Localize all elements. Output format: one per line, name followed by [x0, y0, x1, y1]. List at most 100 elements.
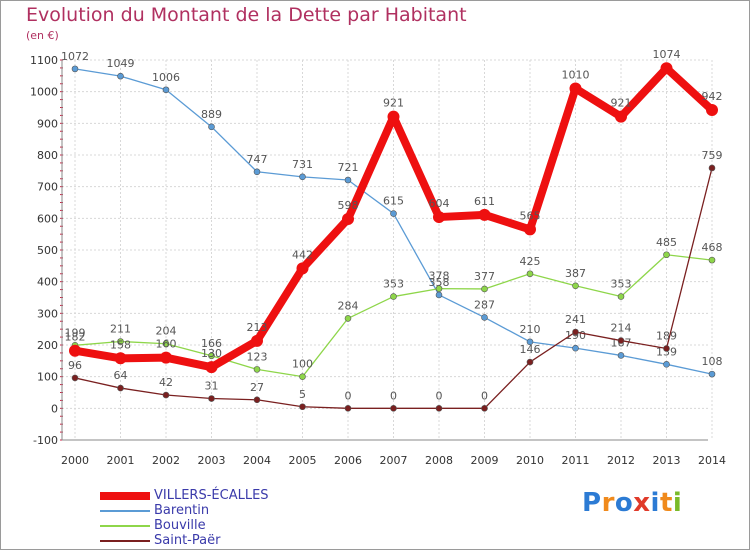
data-label: 442	[292, 248, 313, 261]
y-tick-label: 600	[37, 212, 58, 225]
data-point	[342, 212, 354, 225]
x-tick-label: 2012	[607, 454, 635, 467]
data-point	[617, 352, 625, 359]
data-label: 287	[474, 298, 495, 311]
x-tick-label: 2001	[107, 454, 135, 467]
legend-swatch	[100, 491, 150, 500]
data-label: 204	[156, 325, 177, 338]
data-point	[390, 210, 397, 217]
logo-letter: i	[672, 488, 683, 518]
chart-subtitle: (en €)	[26, 29, 59, 42]
data-label: 214	[611, 322, 632, 335]
data-label: 611	[474, 195, 495, 208]
data-point	[208, 352, 215, 360]
legend-swatch	[100, 539, 150, 542]
data-label: 615	[383, 195, 404, 208]
data-label: 921	[383, 97, 404, 110]
data-point	[572, 328, 579, 336]
data-point	[390, 293, 397, 300]
data-label: 731	[292, 158, 313, 171]
data-label: 0	[481, 389, 488, 402]
data-label: 160	[156, 338, 177, 351]
x-tick-label: 2013	[653, 454, 681, 467]
data-point	[708, 370, 716, 378]
data-label: 485	[656, 236, 677, 249]
data-point	[71, 65, 79, 73]
data-point	[253, 396, 261, 404]
data-label: 598	[338, 199, 359, 212]
logo-letter: r	[601, 488, 615, 518]
data-point	[478, 208, 491, 221]
data-label: 213	[247, 321, 268, 334]
data-label: 108	[702, 355, 723, 368]
data-point	[481, 405, 488, 412]
data-point	[617, 293, 625, 300]
data-label: 284	[338, 299, 359, 312]
y-tick-label: 0	[51, 402, 58, 415]
y-tick-label: 800	[37, 149, 58, 162]
data-point	[526, 270, 534, 278]
data-label: 42	[159, 376, 173, 389]
data-label: 759	[702, 149, 723, 162]
y-tick-label: 400	[37, 276, 58, 289]
data-point	[433, 211, 445, 224]
data-point	[299, 173, 306, 181]
y-tick-label: 300	[37, 307, 58, 320]
data-point	[572, 344, 579, 352]
x-tick-label: 2007	[380, 454, 408, 467]
data-point	[660, 62, 673, 75]
data-point	[160, 351, 172, 364]
data-label: 604	[429, 197, 450, 210]
data-point	[344, 176, 352, 184]
data-label: 146	[520, 343, 541, 356]
data-label: 942	[702, 90, 723, 103]
data-point	[435, 405, 443, 412]
data-point	[663, 361, 670, 368]
data-label: 377	[474, 270, 495, 283]
chart-legend: VILLERS-ÉCALLES Barentin Bouville Saint-Paë…	[100, 488, 269, 548]
data-point	[208, 123, 215, 131]
logo-letter: i	[650, 488, 660, 518]
data-label: 0	[390, 389, 397, 402]
y-tick-label: 1000	[30, 86, 58, 99]
data-point	[435, 285, 443, 292]
data-point	[299, 403, 306, 411]
data-label: 130	[201, 347, 222, 360]
data-point	[344, 315, 352, 322]
x-tick-label: 2014	[698, 454, 726, 467]
data-label: 0	[436, 389, 443, 402]
data-point	[253, 168, 261, 176]
data-point	[71, 374, 79, 382]
data-point	[162, 340, 170, 348]
data-label: 5	[299, 388, 306, 401]
y-tick-label: 200	[37, 339, 58, 352]
data-label: 189	[656, 329, 677, 342]
data-point	[526, 338, 534, 346]
data-label: 158	[110, 338, 131, 351]
data-point	[706, 104, 718, 117]
x-tick-label: 2008	[425, 454, 453, 467]
x-tick-label: 2010	[516, 454, 544, 467]
y-tick-label: -100	[33, 434, 58, 447]
data-label: 468	[702, 241, 723, 254]
data-point	[708, 164, 716, 172]
x-tick-label: 2005	[289, 454, 317, 467]
data-label: 166	[201, 337, 222, 350]
data-point	[205, 361, 218, 374]
data-label: 921	[611, 97, 632, 110]
logo-letter: o	[614, 488, 634, 518]
legend-label: Barentin	[154, 503, 210, 518]
x-tick-label: 2006	[334, 454, 362, 467]
data-point	[481, 285, 488, 293]
data-label: 425	[520, 255, 541, 268]
data-label: 721	[338, 161, 359, 174]
data-point	[253, 366, 261, 373]
x-tick-label: 2000	[61, 454, 89, 467]
data-point	[435, 291, 443, 299]
data-label: 96	[68, 359, 82, 372]
y-tick-label: 100	[37, 371, 58, 384]
y-tick-label: 900	[37, 117, 58, 130]
data-label: 0	[345, 389, 352, 402]
data-label: 139	[656, 345, 677, 358]
data-label: 199	[65, 326, 86, 339]
